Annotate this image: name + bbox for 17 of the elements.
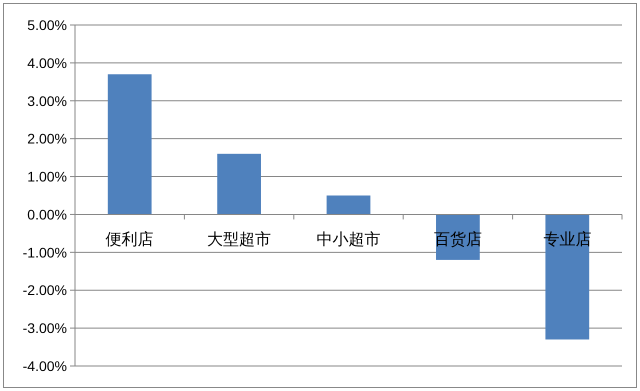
y-tick-label: 0.00% <box>27 206 67 222</box>
y-tick-label: 3.00% <box>27 92 67 109</box>
bar <box>326 196 370 214</box>
bar <box>545 214 590 340</box>
y-tick-label: 1.00% <box>27 168 67 185</box>
x-tick-label: 中小超市 <box>316 230 380 248</box>
x-tick-label: 便利店 <box>106 230 154 248</box>
y-tick-label: -3.00% <box>22 320 67 336</box>
bar <box>217 154 261 214</box>
y-tick-label: -4.00% <box>22 358 67 374</box>
y-tick-label: 2.00% <box>27 130 67 147</box>
y-tick-label: -1.00% <box>22 244 67 260</box>
x-tick-label: 大型超市 <box>207 230 272 248</box>
y-tick-label: -2.00% <box>22 282 67 298</box>
y-tick-label: 4.00% <box>27 54 67 71</box>
y-tick-label: 5.00% <box>27 17 67 33</box>
bar <box>108 74 152 214</box>
